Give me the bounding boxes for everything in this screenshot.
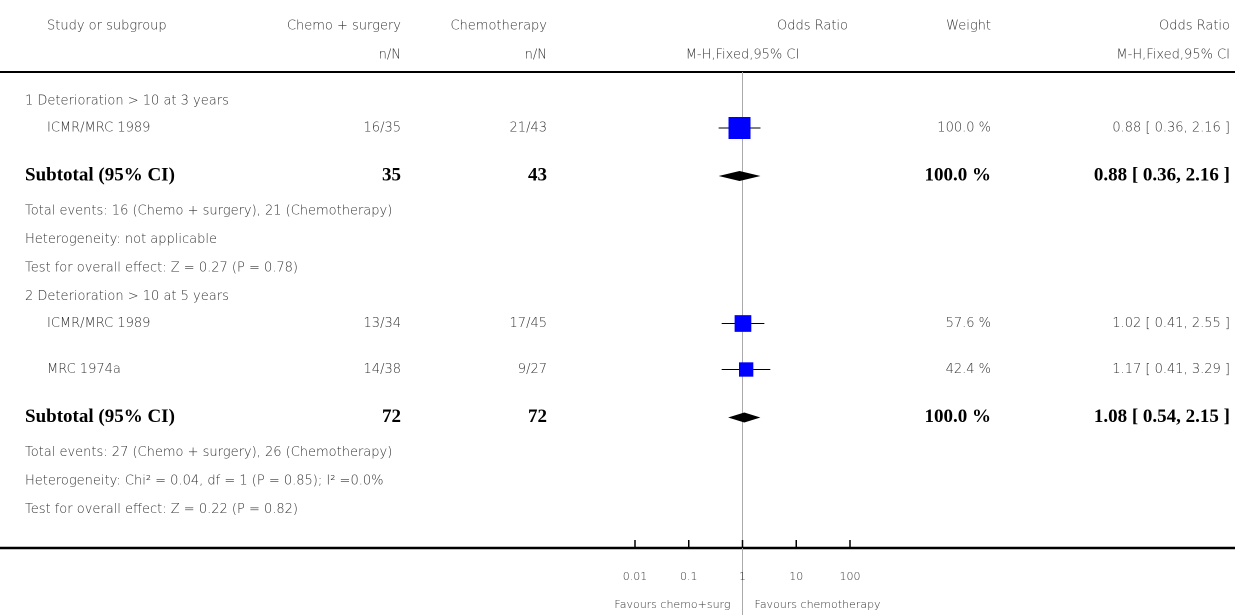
subheader: n/N bbox=[379, 48, 401, 63]
effect-square bbox=[734, 315, 752, 332]
ctrl-events: 17/45 bbox=[510, 316, 547, 331]
weight: 57.6 % bbox=[946, 316, 991, 331]
exp-events: 14/38 bbox=[364, 362, 401, 377]
subtotal-diamond bbox=[718, 171, 761, 181]
header: Study or subgroup bbox=[47, 19, 167, 34]
note: Test for overall effect: Z = 0.22 (P = 0… bbox=[25, 502, 298, 517]
favours-left: Favours chemo+surg bbox=[614, 598, 730, 611]
study-name: ICMR/MRC 1989 bbox=[47, 316, 150, 331]
subtotal-diamond bbox=[728, 412, 761, 423]
x-tick-label: 0.1 bbox=[680, 570, 698, 583]
subheader: M-H,Fixed,95% CI bbox=[1116, 48, 1230, 63]
x-tick-label: 100 bbox=[840, 570, 861, 583]
note: Heterogeneity: Chi² = 0.04, df = 1 (P = … bbox=[25, 474, 383, 489]
subgroup-heading: 2 Deterioration > 10 at 5 years bbox=[25, 289, 229, 304]
favours-right: Favours chemotherapy bbox=[755, 598, 881, 611]
x-tick-label: 1 bbox=[739, 570, 746, 583]
x-tick-label: 10 bbox=[789, 570, 803, 583]
note: Total events: 27 (Chemo + surgery), 26 (… bbox=[25, 445, 392, 460]
header: Odds Ratio bbox=[777, 19, 848, 34]
exp-events: 13/34 bbox=[364, 316, 401, 331]
subgroup-heading: 1 Deterioration > 10 at 3 years bbox=[25, 94, 229, 109]
effect: 1.17 [ 0.41, 3.29 ] bbox=[1112, 362, 1230, 377]
subtotal-effect: 1.08 [ 0.54, 2.15 ] bbox=[1094, 406, 1230, 427]
ctrl-events: 21/43 bbox=[510, 121, 547, 136]
subheader: M-H,Fixed,95% CI bbox=[686, 48, 800, 63]
subtotal-exp: 35 bbox=[382, 164, 401, 185]
subtotal-ctrl: 43 bbox=[528, 164, 547, 185]
weight: 100.0 % bbox=[937, 121, 991, 136]
header: Odds Ratio bbox=[1159, 19, 1230, 34]
subtotal-weight: 100.0 % bbox=[925, 164, 992, 185]
subtotal-effect: 0.88 [ 0.36, 2.16 ] bbox=[1094, 164, 1230, 185]
note: Heterogeneity: not applicable bbox=[25, 232, 217, 247]
study-name: ICMR/MRC 1989 bbox=[47, 121, 150, 136]
note: Test for overall effect: Z = 0.27 (P = 0… bbox=[25, 261, 298, 276]
header: Weight bbox=[946, 19, 991, 34]
effect-square bbox=[739, 362, 754, 377]
weight: 42.4 % bbox=[946, 362, 991, 377]
note: Total events: 16 (Chemo + surgery), 21 (… bbox=[25, 204, 392, 219]
subheader: n/N bbox=[525, 48, 547, 63]
subtotal-weight: 100.0 % bbox=[925, 406, 992, 427]
exp-events: 16/35 bbox=[364, 121, 401, 136]
header: Chemo + surgery bbox=[287, 19, 401, 34]
ctrl-events: 9/27 bbox=[518, 362, 547, 377]
study-name: MRC 1974a bbox=[47, 362, 121, 377]
header: Chemotherapy bbox=[450, 19, 547, 34]
effect-square bbox=[728, 117, 751, 139]
subtotal-ctrl: 72 bbox=[528, 406, 547, 427]
effect: 0.88 [ 0.36, 2.16 ] bbox=[1112, 121, 1230, 136]
subtotal-exp: 72 bbox=[382, 406, 401, 427]
subtotal-name: Subtotal (95% CI) bbox=[25, 164, 175, 185]
effect: 1.02 [ 0.41, 2.55 ] bbox=[1112, 316, 1230, 331]
subtotal-name: Subtotal (95% CI) bbox=[25, 406, 175, 427]
x-tick-label: 0.01 bbox=[623, 570, 648, 583]
